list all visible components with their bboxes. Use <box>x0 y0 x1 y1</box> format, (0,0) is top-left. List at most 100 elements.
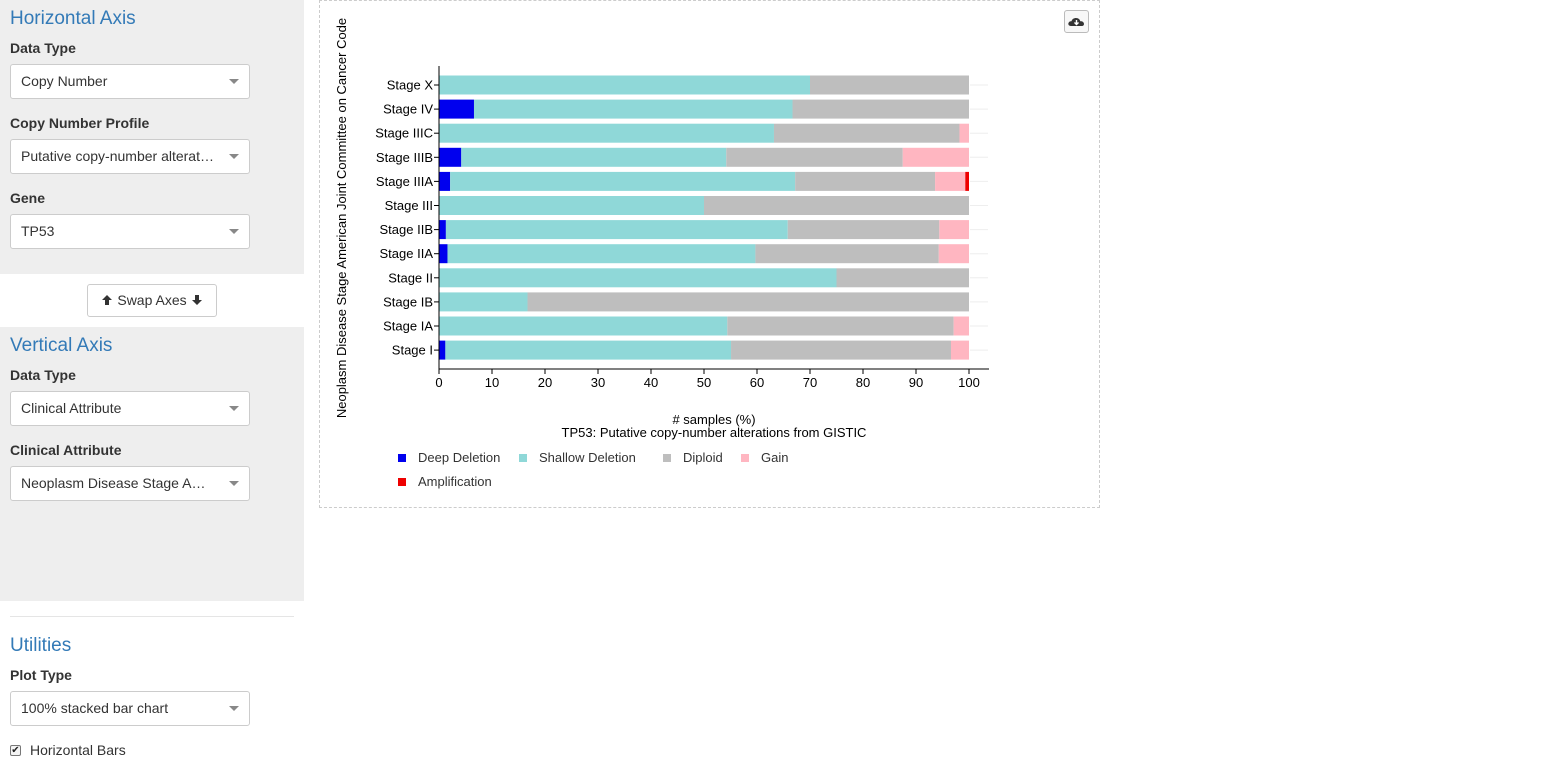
legend-swatch <box>663 454 671 462</box>
bar-segment[interactable] <box>439 171 451 191</box>
bar-segment[interactable] <box>792 99 969 119</box>
y-tick-label: Stage IIA <box>380 246 434 261</box>
bar-segment[interactable] <box>704 196 969 215</box>
bar-segment[interactable] <box>938 244 969 264</box>
y-tick-label: Stage IB <box>383 294 433 309</box>
bar-segment[interactable] <box>450 171 796 191</box>
h-profile-select[interactable]: Putative copy-number alterations from GI… <box>10 139 250 174</box>
bar-segment[interactable] <box>935 171 966 191</box>
y-tick-label: Stage II <box>388 270 433 285</box>
divider <box>10 616 294 617</box>
v-attribute-label: Clinical Attribute <box>10 442 122 458</box>
v-attribute-select[interactable]: Neoplasm Disease Stage American Joint Co… <box>10 466 250 501</box>
y-tick-label: Stage IIIA <box>376 174 433 189</box>
x-tick-label: 20 <box>538 375 552 390</box>
bar-segment[interactable] <box>950 340 969 360</box>
h-data-type-select[interactable]: Copy Number <box>10 64 250 99</box>
bar-segment[interactable] <box>439 244 448 264</box>
bar-segment[interactable] <box>439 316 728 336</box>
x-tick-label: 60 <box>750 375 764 390</box>
horizontal-axis-title: Horizontal Axis <box>10 8 136 29</box>
bar-segment[interactable] <box>965 171 969 191</box>
horizontal-bars-checkbox[interactable]: ✔ <box>10 745 21 756</box>
bar-segment[interactable] <box>439 220 446 240</box>
x-tick-label: 100 <box>958 375 980 390</box>
horizontal-axis-panel: Horizontal Axis Data Type Copy Number Co… <box>0 0 304 274</box>
y-tick-label: Stage X <box>387 78 434 93</box>
bar-segment[interactable] <box>473 99 793 119</box>
x-tick-label: 10 <box>485 375 499 390</box>
legend-swatch <box>398 478 406 486</box>
bar-segment[interactable] <box>439 123 774 143</box>
legend-swatch <box>519 454 527 462</box>
bar-segment[interactable] <box>795 171 936 191</box>
download-button[interactable] <box>1064 10 1089 33</box>
bar-segment[interactable] <box>461 147 727 167</box>
bar-segment[interactable] <box>439 147 462 167</box>
y-tick-label: Stage IIB <box>380 222 433 237</box>
chevron-down-icon <box>229 79 239 84</box>
bar-segment[interactable] <box>727 316 954 336</box>
bar-segment[interactable] <box>439 99 474 119</box>
bar-segment[interactable] <box>902 147 969 167</box>
bar-segment[interactable] <box>439 196 704 215</box>
horizontal-bars-label: Horizontal Bars <box>30 742 126 758</box>
bar-segment[interactable] <box>787 220 940 240</box>
bar-segment[interactable] <box>726 147 903 167</box>
x-axis-label: # samples (%) <box>672 412 755 427</box>
chevron-down-icon <box>229 481 239 486</box>
bar-segment[interactable] <box>755 244 939 264</box>
plot-type-label: Plot Type <box>10 667 72 683</box>
chevron-down-icon <box>229 154 239 159</box>
v-data-type-select[interactable]: Clinical Attribute <box>10 391 250 426</box>
h-gene-label: Gene <box>10 190 46 206</box>
x-tick-label: 70 <box>803 375 817 390</box>
bar-segment[interactable] <box>810 75 969 95</box>
bar-segment[interactable] <box>836 268 970 288</box>
y-tick-label: Stage IIIC <box>375 126 433 141</box>
cloud-download-icon <box>1068 18 1084 26</box>
y-tick-label: Stage IA <box>383 319 433 334</box>
y-tick-label: Stage IV <box>383 102 433 117</box>
x-tick-label: 90 <box>909 375 923 390</box>
bar-segment[interactable] <box>953 316 969 336</box>
legend-swatch <box>398 454 406 462</box>
bar-segment[interactable] <box>773 123 960 143</box>
y-axis-label: Neoplasm Disease Stage American Joint Co… <box>334 18 349 418</box>
arrow-up-icon <box>102 295 113 305</box>
legend-label: Gain <box>761 450 789 465</box>
bar-segment[interactable] <box>939 220 969 240</box>
chevron-down-icon <box>229 706 239 711</box>
bar-segment[interactable] <box>439 75 810 95</box>
bar-segment[interactable] <box>447 244 756 264</box>
h-data-type-label: Data Type <box>10 40 76 56</box>
bar-segment[interactable] <box>445 340 732 360</box>
legend-swatch <box>741 454 749 462</box>
h-gene-select[interactable]: TP53 <box>10 214 250 249</box>
swap-axes-button[interactable]: Swap Axes <box>87 284 217 317</box>
bar-segment[interactable] <box>445 220 788 240</box>
vertical-axis-panel: Vertical Axis Data Type Clinical Attribu… <box>0 327 304 601</box>
plot-type-select[interactable]: 100% stacked bar chart <box>10 691 250 726</box>
vertical-axis-title: Vertical Axis <box>10 335 113 356</box>
bar-segment[interactable] <box>959 123 969 143</box>
chevron-down-icon <box>229 406 239 411</box>
y-tick-label: Stage III <box>385 198 433 213</box>
bar-segment[interactable] <box>439 268 837 288</box>
swap-axes-label: Swap Axes <box>117 292 187 308</box>
x-tick-label: 40 <box>644 375 658 390</box>
y-tick-label: Stage I <box>392 343 433 358</box>
utilities-title: Utilities <box>10 635 72 656</box>
x-tick-label: 50 <box>697 375 711 390</box>
x-tick-label: 80 <box>856 375 870 390</box>
plot-container <box>319 0 1100 508</box>
bar-segment[interactable] <box>731 340 951 360</box>
v-data-type-label: Data Type <box>10 367 76 383</box>
bar-segment[interactable] <box>439 340 446 360</box>
legend-label: Shallow Deletion <box>539 450 636 465</box>
chevron-down-icon <box>229 229 239 234</box>
bar-segment[interactable] <box>439 292 528 312</box>
arrow-down-icon <box>191 295 202 305</box>
bar-segment[interactable] <box>527 292 969 312</box>
x-tick-label: 0 <box>435 375 442 390</box>
